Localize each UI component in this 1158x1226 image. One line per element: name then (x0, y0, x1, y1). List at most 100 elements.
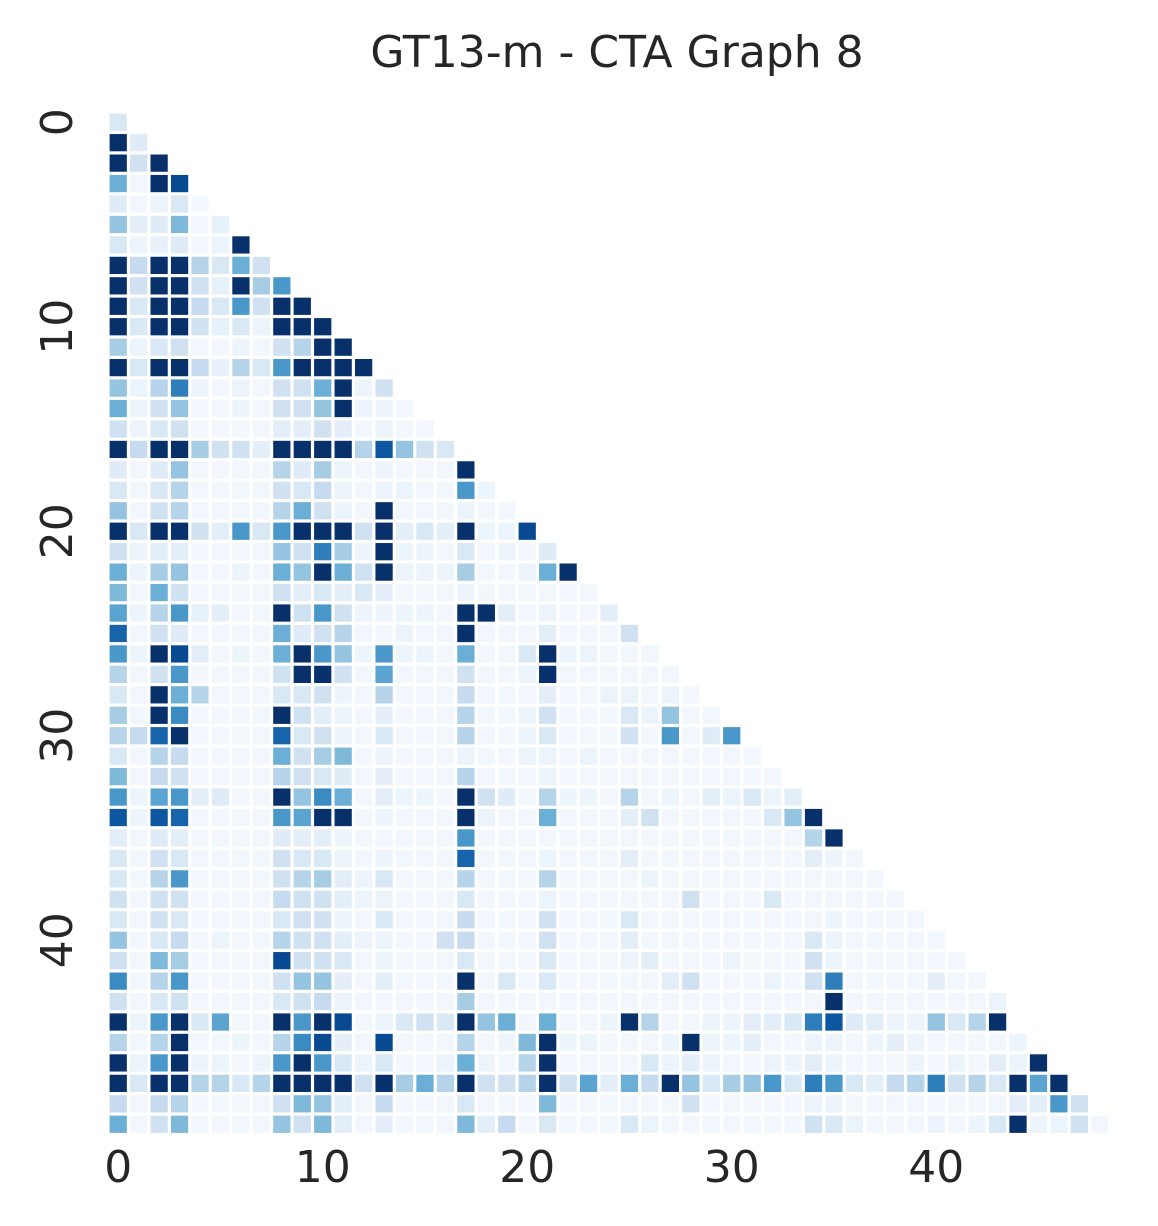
heatmap-cell (579, 1095, 598, 1113)
heatmap-cell (375, 665, 393, 683)
heatmap-cell (170, 583, 189, 602)
heatmap-cell (130, 604, 148, 622)
heatmap-cell (355, 624, 373, 643)
heatmap-cell (518, 747, 536, 765)
heatmap-cell (150, 379, 168, 397)
heatmap-cell (845, 1095, 864, 1113)
heatmap-cell (477, 686, 495, 704)
heatmap-cell (150, 420, 168, 438)
heatmap-cell (518, 911, 536, 929)
heatmap-cell (416, 768, 434, 786)
heatmap-cell (968, 1013, 986, 1031)
heatmap-cell (109, 359, 127, 377)
heatmap-cell (1029, 1115, 1048, 1133)
heatmap-cell (723, 808, 741, 827)
heatmap-cell (457, 768, 475, 786)
heatmap-cell (252, 747, 270, 765)
heatmap-cell (170, 440, 189, 459)
heatmap-cell (273, 768, 291, 786)
heatmap-cell (232, 420, 250, 438)
heatmap-cell (252, 1013, 270, 1031)
heatmap-cell (355, 359, 373, 377)
heatmap-cell (273, 1054, 291, 1072)
heatmap-cell (375, 624, 393, 643)
heatmap-cell (130, 788, 148, 806)
heatmap-cell (702, 849, 720, 868)
heatmap-cell (764, 788, 782, 806)
heatmap-cell (764, 1074, 782, 1092)
heatmap-cell (436, 992, 455, 1011)
heatmap-cell (723, 1054, 741, 1072)
heatmap-cell (293, 706, 311, 724)
heatmap-cell (477, 543, 495, 561)
heatmap-cell (150, 992, 168, 1011)
heatmap-cell (355, 440, 373, 459)
heatmap-cell (641, 1013, 659, 1031)
heatmap-cell (948, 1115, 966, 1133)
heatmap-cell (784, 788, 802, 806)
heatmap-cell (845, 992, 864, 1011)
heatmap-cell (518, 1013, 536, 1031)
heatmap-cell (804, 1033, 823, 1052)
heatmap-cell (436, 972, 455, 990)
heatmap-cell (477, 972, 495, 990)
heatmap-cell (845, 870, 864, 888)
heatmap-cell (948, 952, 966, 970)
heatmap-cell (866, 890, 884, 908)
heatmap-cell (559, 563, 577, 581)
heatmap-cell (457, 1033, 475, 1052)
heatmap-cell (252, 624, 270, 643)
heatmap-cell (314, 543, 332, 561)
heatmap-cell (702, 829, 720, 847)
heatmap-cell (395, 420, 414, 438)
heatmap-cell (416, 1054, 434, 1072)
heatmap-cell (334, 624, 352, 643)
heatmap-cell (927, 931, 945, 949)
heatmap-cell (416, 849, 434, 868)
heatmap-cell (375, 808, 393, 827)
heatmap-cell (641, 870, 659, 888)
heatmap-cell (436, 727, 455, 745)
heatmap-cell (518, 870, 536, 888)
heatmap-cell (273, 1095, 291, 1113)
heatmap-cell (191, 522, 209, 540)
heatmap-cell (498, 768, 516, 786)
heatmap-cell (600, 645, 618, 663)
heatmap-cell (109, 440, 127, 459)
heatmap-cell (273, 583, 291, 602)
heatmap-cell (620, 890, 639, 908)
heatmap-cell (539, 1074, 557, 1092)
heatmap-cell (988, 1074, 1007, 1092)
heatmap-cell (170, 338, 189, 356)
heatmap-cell (232, 665, 250, 683)
heatmap-cell (518, 1115, 536, 1133)
heatmap-cell (416, 440, 434, 459)
heatmap-cell (436, 788, 455, 806)
heatmap-cell (743, 1074, 761, 1092)
heatmap-cell (130, 1074, 148, 1092)
heatmap-cell (211, 665, 230, 683)
heatmap-cell (600, 829, 618, 847)
heatmap-cell (293, 665, 311, 683)
heatmap-cell (682, 849, 700, 868)
heatmap-cell (477, 1074, 495, 1092)
heatmap-cell (539, 563, 557, 581)
heatmap-cell (559, 1033, 577, 1052)
heatmap-cell (109, 1115, 127, 1133)
heatmap-cell (191, 236, 209, 254)
heatmap-cell (436, 1095, 455, 1113)
heatmap-cell (988, 1013, 1007, 1031)
heatmap-cell (927, 1013, 945, 1031)
heatmap-cell (457, 808, 475, 827)
heatmap-cell (600, 952, 618, 970)
heatmap-cell (252, 297, 270, 315)
heatmap-cell (273, 297, 291, 315)
heatmap-cell (682, 686, 700, 704)
heatmap-cell (232, 829, 250, 847)
heatmap-cell (252, 808, 270, 827)
heatmap-cell (150, 972, 168, 990)
x-axis-ticks: 0 10 20 30 40 (104, 1142, 964, 1193)
heatmap-cell (600, 849, 618, 868)
heatmap-cell (170, 461, 189, 479)
